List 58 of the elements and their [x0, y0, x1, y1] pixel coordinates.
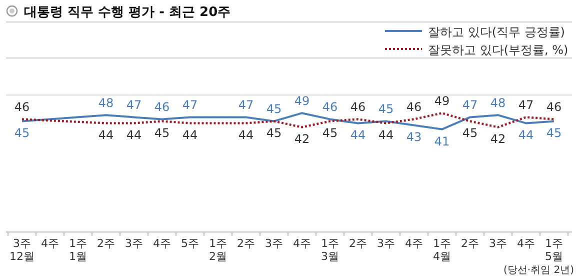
data-label: 45: [266, 102, 282, 116]
data-label: 46: [350, 100, 366, 114]
data-label: 45: [266, 126, 282, 140]
legend-label: 잘하고 있다(직무 긍정률): [428, 25, 565, 39]
x-tick-label: 1주 5월: [545, 237, 563, 263]
data-label: 44: [518, 128, 534, 142]
x-tick-label: 4주: [293, 237, 311, 250]
data-label: 44: [238, 128, 254, 142]
x-tick-label: 1주 3월: [321, 237, 339, 263]
data-label: 42: [490, 132, 506, 146]
data-label: 47: [182, 98, 198, 112]
data-label: 45: [154, 126, 170, 140]
x-tick-label: 2주: [97, 237, 115, 250]
x-tick-label: 2주: [237, 237, 255, 250]
data-label: 44: [350, 128, 366, 142]
x-tick-label: 3주: [489, 237, 507, 250]
data-label: 46: [546, 100, 562, 114]
data-label: 46: [406, 100, 422, 114]
data-label: 48: [98, 96, 114, 110]
data-label: 46: [322, 100, 338, 114]
x-tick-label: 4주: [41, 237, 59, 250]
x-tick-label: 1주 1월: [69, 237, 87, 263]
x-tick-label: 3주 12월: [10, 237, 34, 263]
x-tick-label: 5주: [181, 237, 199, 250]
data-label: 47: [238, 98, 254, 112]
x-tick-label: 4주: [517, 237, 535, 250]
x-tick-label: 2주: [461, 237, 479, 250]
data-label: 45: [462, 126, 478, 140]
data-label: 45: [322, 126, 338, 140]
data-label: 45: [378, 102, 394, 116]
data-label: 41: [434, 134, 450, 148]
data-label: 45: [14, 126, 30, 140]
data-label: 44: [98, 128, 114, 142]
text: (당선·취임 2년): [503, 265, 574, 276]
data-label: 45: [546, 126, 562, 140]
x-tick-label: 3주: [377, 237, 395, 250]
data-label: 47: [126, 98, 142, 112]
data-label: 44: [182, 128, 198, 142]
data-label: 49: [434, 94, 450, 108]
data-label: 46: [154, 100, 170, 114]
x-tick-label: 3주: [125, 237, 143, 250]
legend-label: 잘못하고 있다(부정률, %): [428, 43, 568, 57]
chart-title: 대통령 직무 수행 평가 - 최근 20주: [24, 5, 231, 20]
x-tick-label: 4주: [153, 237, 171, 250]
data-label: 47: [518, 98, 534, 112]
data-label: 44: [378, 128, 394, 142]
data-label: 44: [126, 128, 142, 142]
x-tick-label: 1주 4월: [433, 237, 451, 263]
x-tick-label: 2주: [349, 237, 367, 250]
x-tick-label: 1주 2월: [209, 237, 227, 263]
data-label: 47: [462, 98, 478, 112]
data-label: 48: [490, 96, 506, 110]
data-label: 49: [294, 94, 310, 108]
x-tick-label: 3주: [265, 237, 283, 250]
data-label: 46: [14, 100, 30, 114]
data-label: 42: [294, 132, 310, 146]
x-tick-label: 4주: [405, 237, 423, 250]
data-label: 43: [406, 130, 422, 144]
